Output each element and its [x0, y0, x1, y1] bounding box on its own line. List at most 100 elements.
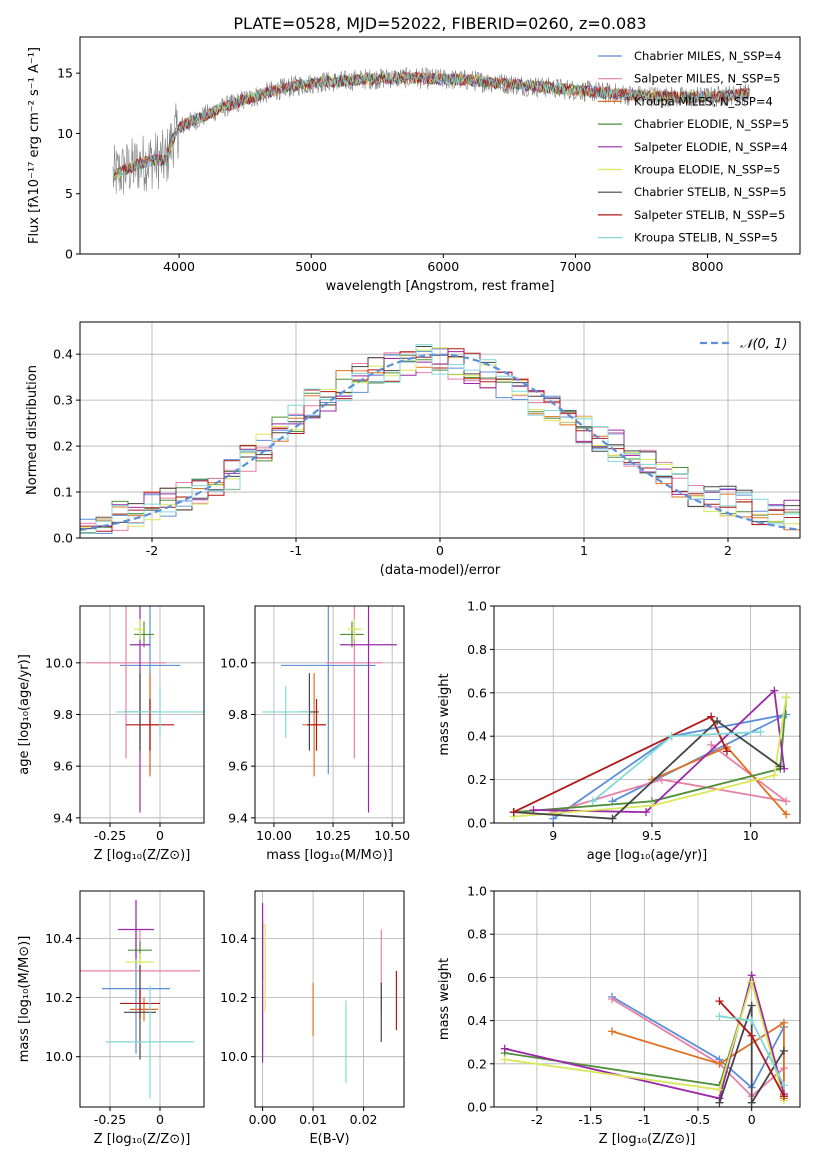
legend-label: Salpeter STELIB, N_SSP=5	[634, 208, 785, 222]
x-tick-label: 9	[549, 828, 557, 843]
legend-label: Kroupa MILES, N_SSP=4	[634, 94, 773, 108]
plus-marker	[747, 1031, 756, 1040]
y-axis-label: age [log₁₀(age/yr)]	[17, 654, 32, 775]
y-axis-label: mass weight	[437, 673, 452, 755]
plus-marker	[715, 1012, 724, 1021]
y-tick-label: 0.4	[53, 347, 73, 362]
x-tick-label: 10.00	[256, 828, 292, 843]
figure-title: PLATE=0528, MJD=52022, FIBERID=0260, z=0…	[233, 14, 646, 33]
plus-marker	[715, 997, 724, 1006]
y-tick-label: 0.2	[53, 439, 73, 454]
plus-marker	[715, 1059, 724, 1068]
plus-marker	[776, 762, 785, 771]
y-tick-label: 9.4	[228, 810, 248, 825]
plus-marker	[608, 814, 617, 823]
y-tick-label: 9.6	[53, 759, 73, 774]
y-tick-label: 9.6	[228, 759, 248, 774]
axes-frame	[79, 36, 801, 255]
y-tick-label: 0.8	[467, 927, 487, 942]
x-tick-label: 0.00	[249, 1112, 277, 1127]
y-tick-label: 10.2	[45, 990, 73, 1005]
plus-marker	[707, 740, 716, 749]
residual-histogram-panel: -2 -1 0 1 2 0.0 0.1 0.2 0.3 0.4 (data-model)/error…	[25, 321, 801, 578]
y-tick-label: 9.8	[53, 707, 73, 722]
y-tick-label: 1.0	[467, 884, 487, 899]
plus-marker	[747, 1098, 756, 1107]
x-axis-label: Z [log₁₀(Z/Z⊙)]	[94, 1132, 191, 1147]
residual-histogram	[80, 344, 800, 534]
legend-label: Chabrier MILES, N_SSP=4	[634, 49, 781, 63]
plus-marker	[747, 1016, 756, 1025]
weight-line	[513, 697, 788, 813]
x-tick-label: 8000	[692, 259, 724, 274]
plus-marker	[715, 1085, 724, 1094]
x-tick-label: 0.01	[299, 1112, 327, 1127]
legend-label: Kroupa STELIB, N_SSP=5	[634, 231, 778, 245]
y-tick-label: 0.2	[467, 772, 487, 787]
x-axis-label: Z [log₁₀(Z/Z⊙)]	[94, 848, 191, 863]
plus-marker	[657, 775, 666, 784]
y-tick-label: 10.0	[45, 1049, 73, 1064]
plus-marker	[779, 1046, 788, 1055]
y-tick-label: 10.4	[45, 931, 73, 946]
x-tick-label: 10	[743, 828, 759, 843]
x-tick-label: 9.5	[642, 828, 662, 843]
plus-marker	[608, 995, 617, 1003]
plus-marker	[642, 808, 651, 817]
axes-frame	[254, 605, 405, 824]
x-tick-label: -2	[531, 1112, 543, 1127]
error-bars	[86, 606, 204, 813]
legend-label: Kroupa ELODIE, N_SSP=5	[634, 163, 780, 177]
y-tick-label: 0.0	[467, 1100, 487, 1115]
axes-frame	[79, 890, 205, 1108]
y-tick-label: 0.6	[467, 970, 487, 985]
x-tick-label: -0.25	[94, 1112, 126, 1127]
error-bars	[261, 902, 398, 1084]
plus-marker	[782, 810, 791, 819]
plus-marker	[779, 1081, 788, 1090]
y-tick-label: 1.0	[467, 599, 487, 614]
legend-label: Salpeter MILES, N_SSP=5	[634, 72, 780, 86]
error-bars	[80, 899, 200, 1099]
plus-marker	[779, 1018, 788, 1027]
y-tick-label: 10	[57, 126, 73, 141]
x-tick-label: 0	[156, 1112, 164, 1127]
y-axis-label: mass weight	[437, 958, 452, 1040]
weight-line	[592, 731, 761, 802]
age-vs-metallicity-panel: -0.25 0 9.4 9.6 9.8 10.0 Z [log₁₀(Z/Z⊙)] age [l…	[17, 605, 205, 863]
legend-label: 𝒩(0, 1)	[740, 337, 787, 352]
x-tick-label: 0.02	[350, 1112, 378, 1127]
error-bars	[262, 606, 397, 813]
y-tick-label: 10.4	[220, 931, 248, 946]
y-tick-label: 0.0	[53, 531, 73, 546]
y-tick-label: 15	[57, 66, 73, 81]
x-tick-label: -0.25	[94, 828, 126, 843]
y-tick-label: 0.0	[467, 816, 487, 831]
y-tick-label: 0.3	[53, 393, 73, 408]
y-axis-label: Normed distribution	[25, 365, 40, 495]
x-tick-label: -0.5	[686, 1112, 710, 1127]
x-tick-label: -1.5	[578, 1112, 602, 1127]
normal-curve	[80, 353, 800, 531]
x-axis-label: wavelength [Angstrom, rest frame]	[326, 279, 555, 294]
x-tick-label: 10.25	[315, 828, 351, 843]
mass-vs-metallicity-panel: -0.25 0 10.0 10.2 10.4 Z [log₁₀(Z/Z⊙)] mass [l…	[17, 890, 205, 1147]
axes-frame	[79, 321, 801, 539]
y-tick-label: 5	[65, 186, 73, 201]
y-tick-label: 9.8	[228, 707, 248, 722]
x-tick-label: 5000	[295, 259, 327, 274]
weight-lines	[500, 971, 788, 1107]
mass-weight-vs-metallicity-panel: -2 -1.5 -1 -0.5 0 0.0 0.2 0.4 0.6 0.8 1.0 Z [log₁₀(…	[437, 884, 801, 1147]
plus-marker	[667, 732, 676, 741]
plus-marker	[500, 1044, 509, 1053]
plus-marker	[707, 712, 716, 721]
x-tick-label: 1	[580, 543, 588, 558]
y-axis-label: Flux [fλ10⁻¹⁷ erg cm⁻² s⁻¹ A⁻¹]	[27, 47, 42, 244]
x-tick-label: -1	[638, 1112, 650, 1127]
x-axis-label: Z [log₁₀(Z/Z⊙)]	[599, 1132, 696, 1147]
y-tick-label: 10.0	[220, 1049, 248, 1064]
x-tick-label: 0	[156, 828, 164, 843]
age-vs-mass-panel: 10.00 10.25 10.50 9.4 9.6 9.8 10.0 mass [log₁₀(…	[220, 605, 410, 863]
y-tick-label: 10.0	[45, 655, 73, 670]
